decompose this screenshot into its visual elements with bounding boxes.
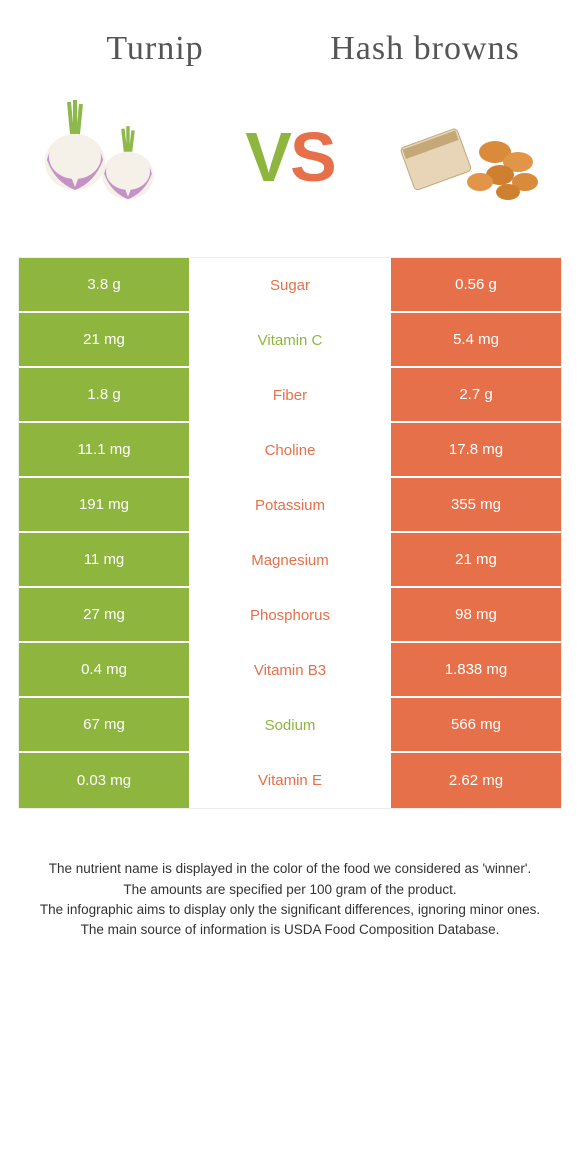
food-b-title: Hash browns	[290, 30, 560, 67]
vs-s: S	[290, 118, 335, 196]
nutrient-name: Sodium	[189, 698, 391, 753]
nutrient-name: Choline	[189, 423, 391, 478]
nutrient-name: Sugar	[189, 258, 391, 313]
hashbrowns-image	[400, 97, 550, 217]
footer-line: The nutrient name is displayed in the co…	[30, 859, 550, 879]
table-row: 191 mgPotassium355 mg	[19, 478, 561, 533]
value-left: 1.8 g	[19, 368, 189, 423]
value-right: 98 mg	[391, 588, 561, 643]
nutrient-name: Vitamin B3	[189, 643, 391, 698]
value-right: 1.838 mg	[391, 643, 561, 698]
value-right: 566 mg	[391, 698, 561, 753]
table-row: 11.1 mgCholine17.8 mg	[19, 423, 561, 478]
footer-line: The amounts are specified per 100 gram o…	[30, 880, 550, 900]
footer-line: The infographic aims to display only the…	[30, 900, 550, 920]
value-left: 0.4 mg	[19, 643, 189, 698]
value-right: 5.4 mg	[391, 313, 561, 368]
table-row: 1.8 gFiber2.7 g	[19, 368, 561, 423]
table-row: 3.8 gSugar0.56 g	[19, 258, 561, 313]
value-right: 0.56 g	[391, 258, 561, 313]
nutrient-name: Vitamin E	[189, 753, 391, 808]
vs-v: V	[245, 118, 290, 196]
header: Turnip Hash browns	[0, 0, 580, 77]
value-left: 191 mg	[19, 478, 189, 533]
nutrient-table: 3.8 gSugar0.56 g21 mgVitamin C5.4 mg1.8 …	[18, 257, 562, 809]
table-row: 21 mgVitamin C5.4 mg	[19, 313, 561, 368]
value-left: 0.03 mg	[19, 753, 189, 808]
food-a-title: Turnip	[20, 30, 290, 67]
table-row: 67 mgSodium566 mg	[19, 698, 561, 753]
value-right: 21 mg	[391, 533, 561, 588]
value-left: 27 mg	[19, 588, 189, 643]
footer-line: The main source of information is USDA F…	[30, 920, 550, 940]
nutrient-name: Vitamin C	[189, 313, 391, 368]
value-right: 17.8 mg	[391, 423, 561, 478]
nutrient-name: Fiber	[189, 368, 391, 423]
footer-notes: The nutrient name is displayed in the co…	[30, 859, 550, 940]
table-row: 11 mgMagnesium21 mg	[19, 533, 561, 588]
value-right: 2.7 g	[391, 368, 561, 423]
value-left: 67 mg	[19, 698, 189, 753]
value-left: 3.8 g	[19, 258, 189, 313]
value-left: 11.1 mg	[19, 423, 189, 478]
table-row: 27 mgPhosphorus98 mg	[19, 588, 561, 643]
table-row: 0.4 mgVitamin B31.838 mg	[19, 643, 561, 698]
value-right: 2.62 mg	[391, 753, 561, 808]
value-left: 11 mg	[19, 533, 189, 588]
value-left: 21 mg	[19, 313, 189, 368]
images-row: VS	[0, 77, 580, 257]
nutrient-name: Magnesium	[189, 533, 391, 588]
nutrient-name: Potassium	[189, 478, 391, 533]
value-right: 355 mg	[391, 478, 561, 533]
nutrient-name: Phosphorus	[189, 588, 391, 643]
turnip-image	[30, 97, 180, 217]
table-row: 0.03 mgVitamin E2.62 mg	[19, 753, 561, 808]
vs-label: VS	[245, 117, 334, 197]
